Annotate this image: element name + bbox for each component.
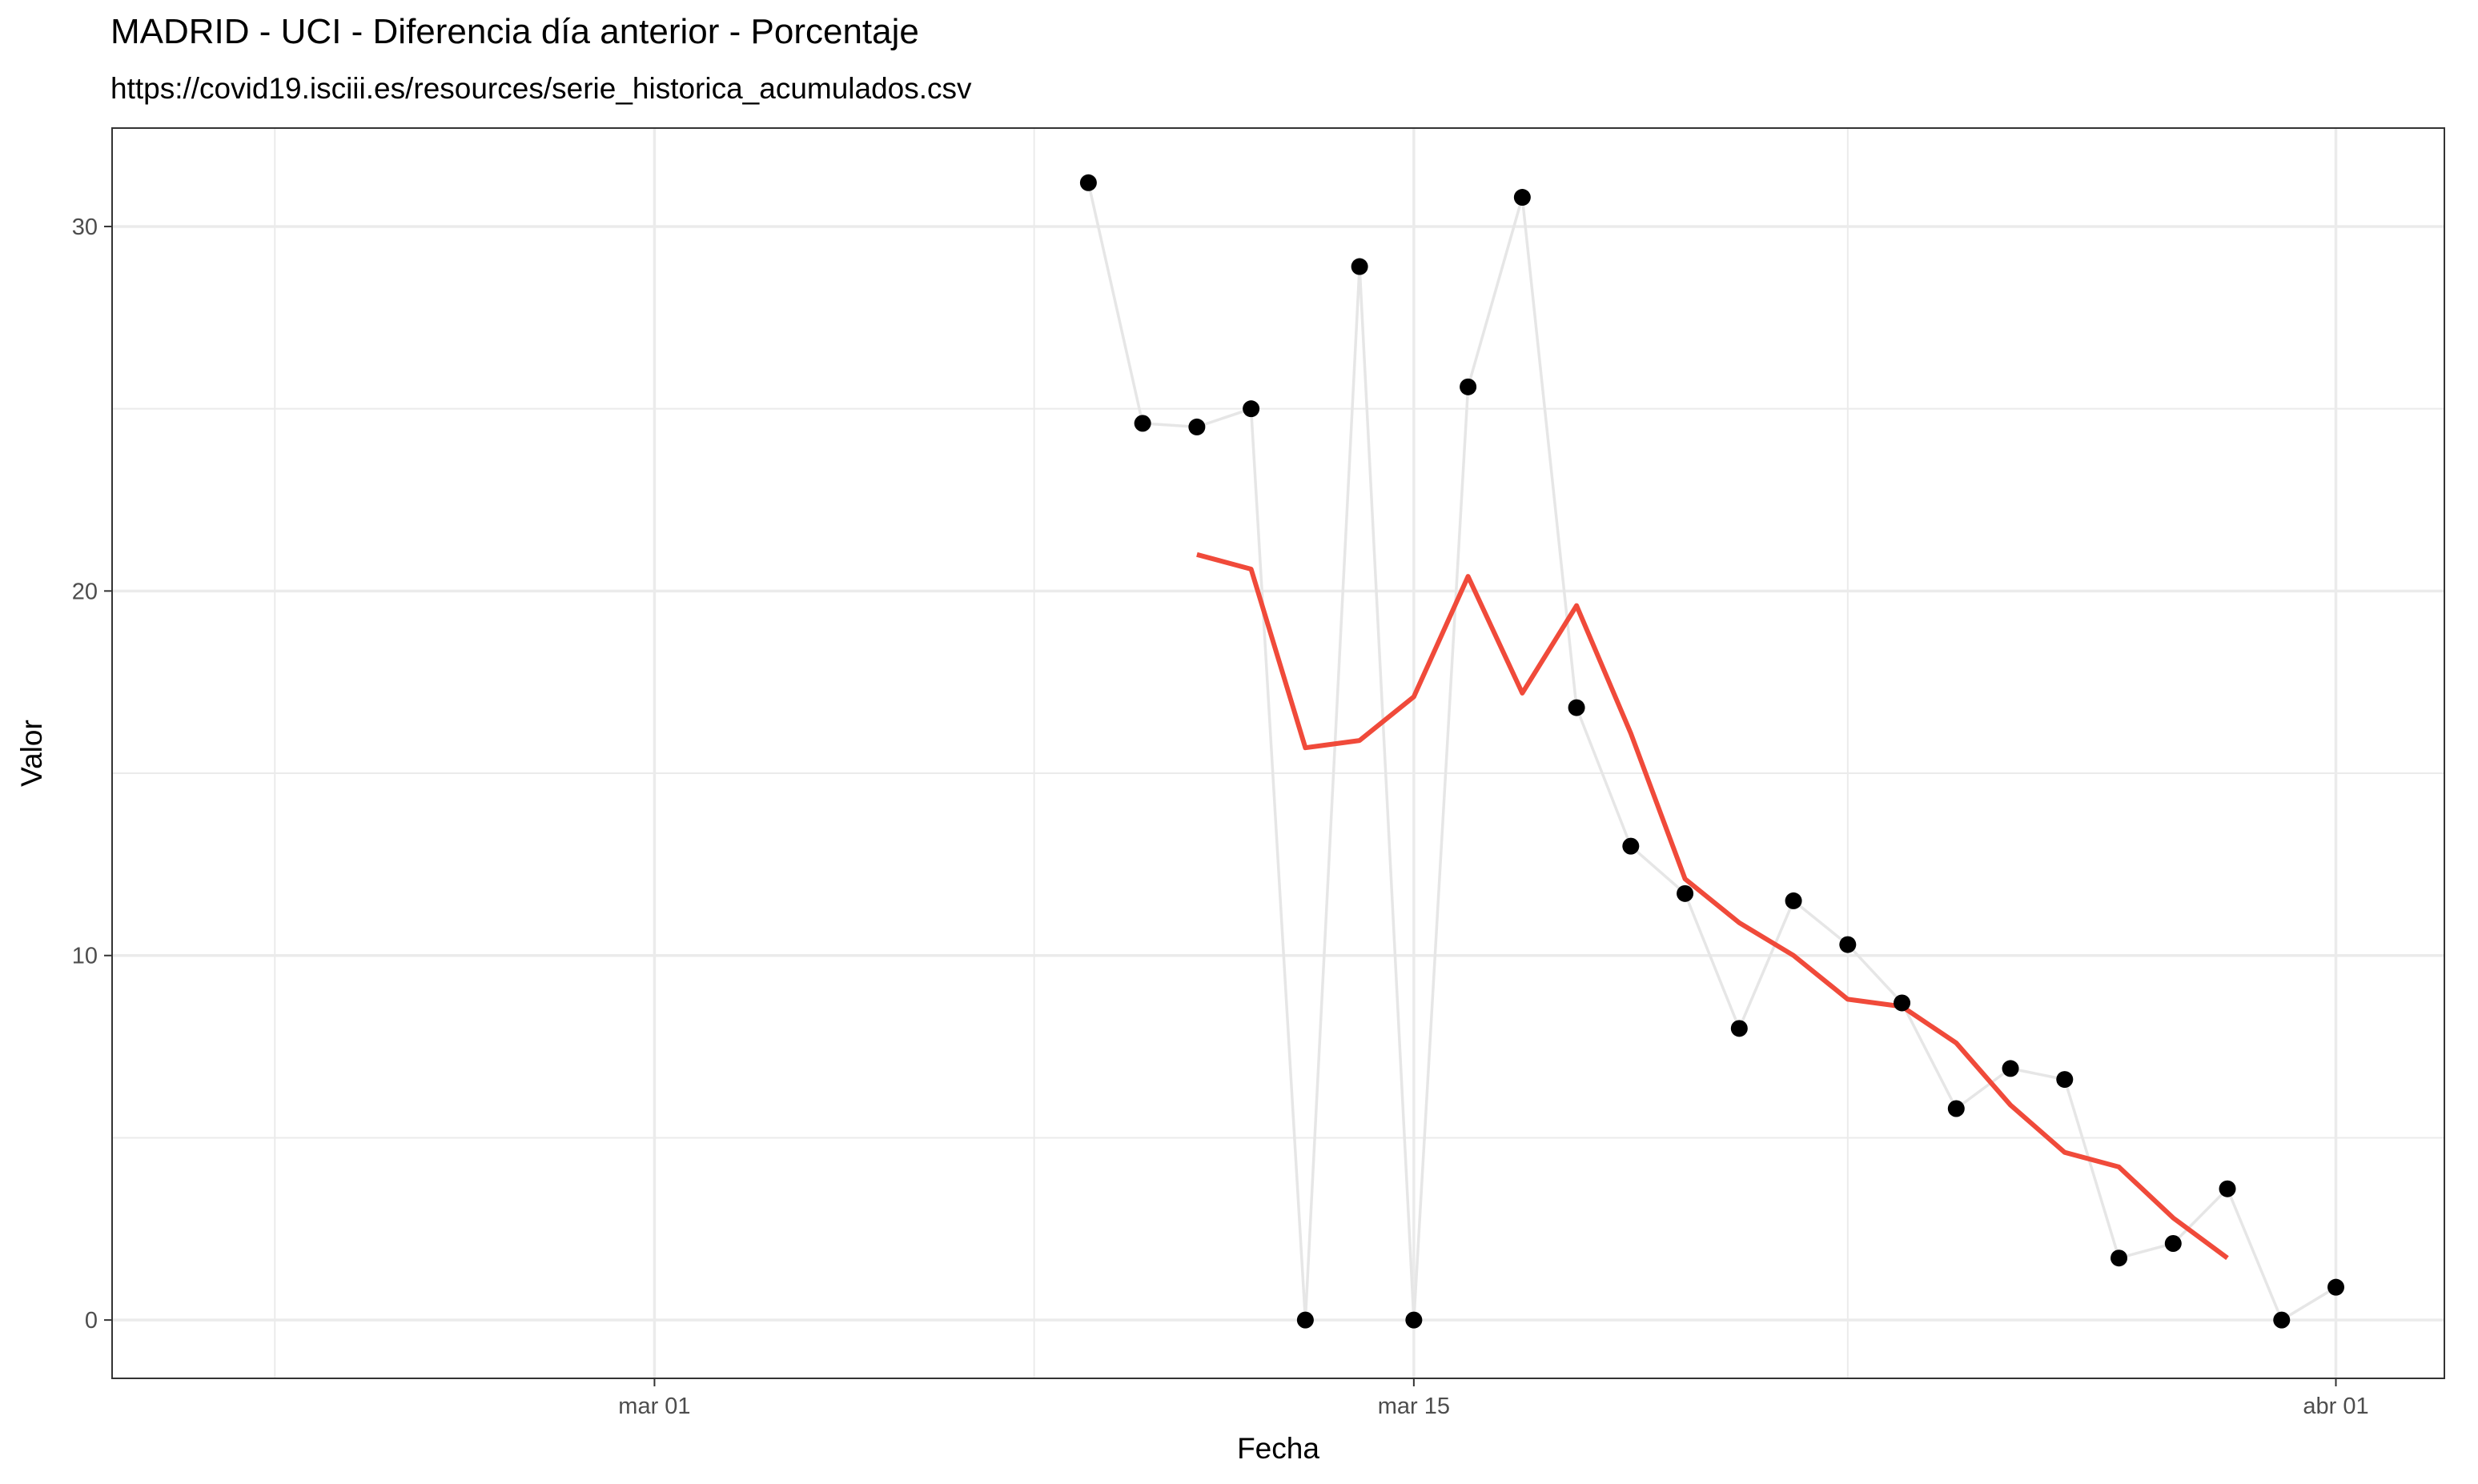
rolling-mean-line xyxy=(1196,551,2229,1261)
data-point xyxy=(2327,1278,2345,1296)
y-tick-label: 30 xyxy=(72,215,98,240)
data-point xyxy=(2164,1235,2182,1253)
data-point xyxy=(2056,1071,2074,1089)
major-gridlines xyxy=(112,128,2444,1378)
data-point xyxy=(1296,1311,1314,1329)
data-point xyxy=(1079,174,1097,191)
y-tick-label: 0 xyxy=(85,1308,98,1334)
data-point xyxy=(2111,1249,2128,1267)
data-point xyxy=(1243,400,1260,418)
data-point xyxy=(1839,936,1857,953)
data-point xyxy=(1785,892,1802,909)
raw-series-line xyxy=(1086,182,2337,1322)
data-point xyxy=(1568,699,1585,716)
data-points xyxy=(1079,174,2345,1329)
x-tick-label: abr 01 xyxy=(2303,1394,2368,1419)
data-point xyxy=(2219,1180,2236,1197)
data-point xyxy=(1188,418,1206,435)
data-point xyxy=(1134,415,1151,432)
y-axis-title: Valor xyxy=(15,720,48,787)
data-point xyxy=(2273,1311,2291,1329)
chart-title: MADRID - UCI - Diferencia día anterior -… xyxy=(110,12,919,51)
raw-series-path xyxy=(1086,182,2337,1322)
data-point xyxy=(1351,258,1368,275)
data-point xyxy=(1894,994,1911,1012)
data-point xyxy=(1622,837,1640,855)
y-tick-label: 10 xyxy=(72,944,98,969)
data-point xyxy=(1405,1311,1423,1329)
x-axis-ticks: mar 01 mar 15 abr 01 xyxy=(618,1378,2369,1419)
rolling-mean-path xyxy=(1196,551,2229,1261)
y-axis-ticks: 0 10 20 30 xyxy=(72,215,112,1334)
chart-subtitle: https://covid19.isciii.es/resources/seri… xyxy=(110,72,972,105)
data-point xyxy=(1947,1100,1965,1117)
x-tick-label: mar 15 xyxy=(1378,1394,1450,1419)
minor-gridlines xyxy=(112,128,2444,1378)
data-point xyxy=(1730,1020,1748,1037)
y-tick-label: 20 xyxy=(72,579,98,604)
x-axis-title: Fecha xyxy=(1237,1432,1319,1465)
x-tick-label: mar 01 xyxy=(618,1394,690,1419)
data-point xyxy=(2002,1060,2019,1077)
data-point xyxy=(1677,884,1694,902)
data-point xyxy=(1513,189,1531,207)
data-point xyxy=(1460,378,1477,395)
panel-border xyxy=(111,127,2445,1379)
